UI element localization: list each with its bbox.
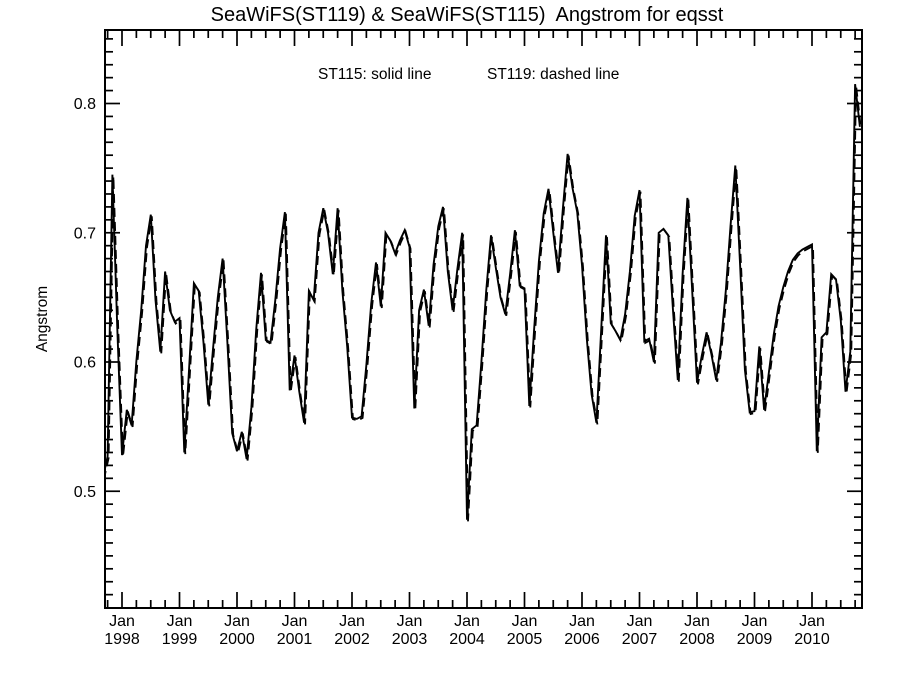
x-tick-month-label: Jan <box>109 613 135 630</box>
x-tick-year-label: 1999 <box>162 631 198 648</box>
x-tick-month-label: Jan <box>397 613 423 630</box>
x-tick-year-label: 2002 <box>334 631 370 648</box>
x-axis-tick-labels: Jan1998Jan1999Jan2000Jan2001Jan2002Jan20… <box>104 613 830 648</box>
x-tick-month-label: Jan <box>512 613 538 630</box>
chart-title: SeaWiFS(ST119) & SeaWiFS(ST115) Angstrom… <box>211 4 724 26</box>
x-tick-month-label: Jan <box>569 613 595 630</box>
x-tick-year-label: 2009 <box>737 631 773 648</box>
legend-st115-label: ST115: solid line <box>318 66 431 83</box>
x-tick-year-label: 2006 <box>564 631 600 648</box>
series-st115-solid-line <box>105 83 861 520</box>
y-axis-ticks <box>105 38 862 596</box>
x-tick-month-label: Jan <box>282 613 308 630</box>
y-tick-label: 0.6 <box>74 355 96 372</box>
y-axis-tick-labels: 0.5 0.6 0.7 0.8 <box>74 96 96 501</box>
x-tick-month-label: Jan <box>224 613 250 630</box>
y-axis-title: Angstrom <box>34 286 51 352</box>
x-tick-month-label: Jan <box>339 613 365 630</box>
x-tick-year-label: 2004 <box>449 631 485 648</box>
x-tick-month-label: Jan <box>742 613 768 630</box>
y-tick-label: 0.7 <box>74 225 96 242</box>
x-tick-year-label: 2005 <box>507 631 543 648</box>
x-tick-month-label: Jan <box>799 613 825 630</box>
x-tick-month-label: Jan <box>454 613 480 630</box>
y-tick-label: 0.5 <box>74 484 96 501</box>
x-tick-year-label: 2001 <box>277 631 313 648</box>
plot-frame <box>104 29 863 609</box>
x-tick-year-label: 2008 <box>679 631 715 648</box>
x-axis-ticks <box>106 30 856 608</box>
x-tick-month-label: Jan <box>684 613 710 630</box>
x-tick-year-label: 2010 <box>794 631 830 648</box>
x-tick-month-label: Jan <box>627 613 653 630</box>
x-tick-year-label: 2003 <box>392 631 428 648</box>
x-tick-year-label: 2000 <box>219 631 255 648</box>
y-tick-label: 0.8 <box>74 96 96 113</box>
x-tick-year-label: 1998 <box>104 631 140 648</box>
legend-st119-label: ST119: dashed line <box>487 66 619 83</box>
x-tick-year-label: 2007 <box>622 631 658 648</box>
x-tick-month-label: Jan <box>167 613 193 630</box>
